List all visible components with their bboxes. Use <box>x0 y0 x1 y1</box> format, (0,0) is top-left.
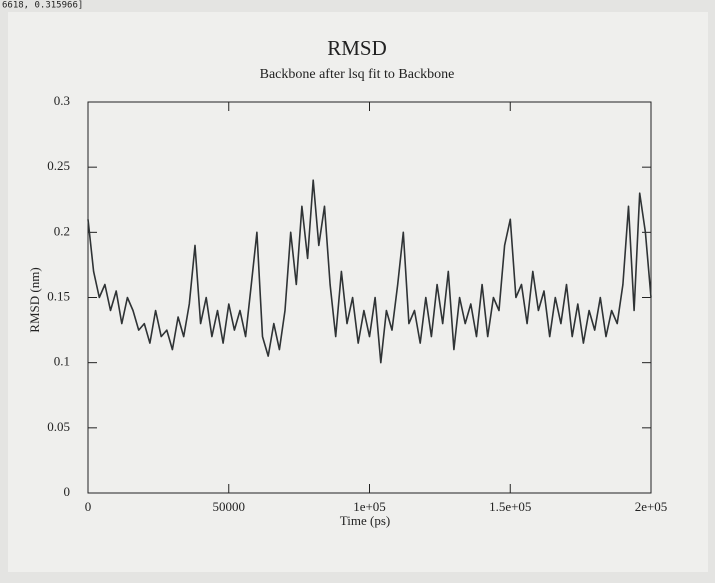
cursor-status: 6618, 0.315966] <box>2 1 83 11</box>
x-tick-label: 1.5e+05 <box>489 499 531 514</box>
x-axis-label: Time (ps) <box>340 513 390 528</box>
y-tick-label: 0.2 <box>54 223 70 238</box>
y-tick-label: 0.25 <box>47 158 70 173</box>
x-tick-label: 50000 <box>213 499 246 514</box>
x-tick-label: 2e+05 <box>635 499 668 514</box>
chart-subtitle: Backbone after lsq fit to Backbone <box>260 67 455 82</box>
chart-title: RMSD <box>327 36 387 60</box>
y-tick-label: 0 <box>64 484 71 499</box>
y-tick-label: 0.15 <box>47 288 70 303</box>
data-line <box>87 179 652 364</box>
window <box>8 12 708 572</box>
y-tick-label: 0.1 <box>54 354 70 369</box>
y-axis-label: RMSD (nm) <box>27 267 42 332</box>
y-tick-label: 0.05 <box>47 419 70 434</box>
x-tick-label: 1e+05 <box>353 499 386 514</box>
y-tick-label: 0.3 <box>54 93 70 108</box>
x-tick-label: 0 <box>85 499 92 514</box>
